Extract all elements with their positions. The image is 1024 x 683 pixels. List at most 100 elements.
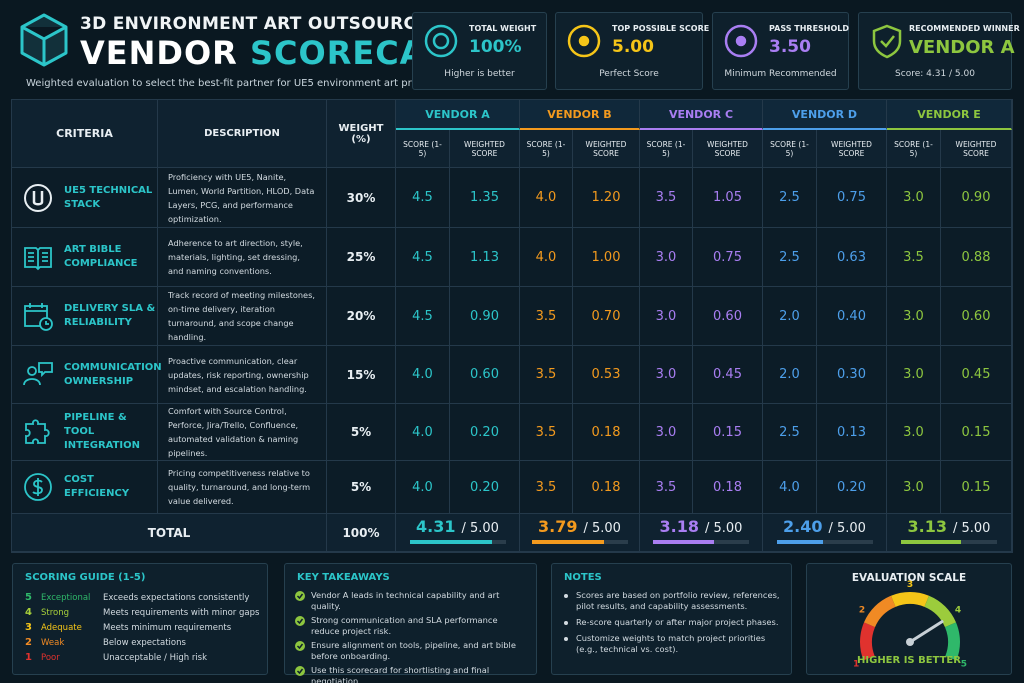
score-cell: 3.5 bbox=[640, 168, 693, 228]
weighted-score-text: 0.15 bbox=[713, 424, 742, 440]
weighted-score-text: 0.70 bbox=[591, 308, 621, 324]
weight-cell: 5% bbox=[327, 404, 396, 461]
weighted-score-text: 0.45 bbox=[713, 367, 742, 382]
weighted-score-text: 0.88 bbox=[961, 249, 991, 265]
scale-caption: HIGHER IS BETTER bbox=[857, 655, 961, 666]
weighted-score-text: 0.15 bbox=[961, 479, 991, 495]
check bbox=[295, 641, 305, 651]
criteria-icon bbox=[24, 473, 52, 501]
kpi-card: RECOMMENDED WINNER VENDOR A Score: 4.31 / … bbox=[858, 12, 1020, 90]
gauge-segment bbox=[860, 622, 876, 661]
guide-score: 3 bbox=[25, 622, 32, 633]
bullet-dot bbox=[564, 637, 568, 641]
subheader-cell: SCORE (1-5) bbox=[763, 130, 817, 168]
list-item: Strong communication and SLA performance… bbox=[295, 615, 528, 637]
score-text: 4.5 bbox=[412, 190, 433, 205]
weighted-score-text: 0.18 bbox=[591, 424, 621, 440]
subheader-text: WEIGHTED SCORE bbox=[464, 139, 505, 158]
progress-track bbox=[653, 540, 749, 544]
list-item: Use this scorecard for shortlisting and … bbox=[295, 665, 528, 683]
vendor-header: VENDOR A bbox=[396, 100, 520, 130]
weight-cell: 25% bbox=[327, 228, 396, 287]
kpi-note: Score: 4.31 / 5.00 bbox=[895, 69, 975, 79]
guide-desc: Below expectations bbox=[103, 638, 186, 648]
icon bbox=[24, 247, 52, 271]
kpi-note: Perfect Score bbox=[599, 69, 659, 79]
progress-track bbox=[901, 540, 997, 544]
kpi-card: TOP POSSIBLE SCORE 5.00 Perfect Score bbox=[555, 12, 709, 90]
criteria-label: COST EFFICIENCY bbox=[64, 474, 130, 499]
check bbox=[296, 618, 304, 625]
cube-outline bbox=[20, 13, 68, 67]
criteria-cell: COST EFFICIENCY bbox=[12, 461, 158, 514]
list-text: Customize weights to match project prior… bbox=[576, 633, 766, 654]
subheader-cell: WEIGHTED SCORE bbox=[817, 130, 887, 168]
weight-text: 15% bbox=[346, 367, 376, 382]
check-icon bbox=[295, 641, 305, 651]
subheader-text: SCORE (1-5) bbox=[646, 139, 686, 158]
guide-level: Strong bbox=[41, 608, 70, 618]
list-item: Re-score quarterly or after major projec… bbox=[562, 617, 783, 628]
score-text: 3.5 bbox=[535, 479, 557, 495]
score-cell: 3.0 bbox=[887, 287, 941, 346]
check-icon bbox=[295, 616, 305, 626]
weight-text: 20% bbox=[346, 309, 376, 323]
icon bbox=[25, 303, 49, 325]
check bbox=[296, 643, 304, 650]
criteria-cell: COMMUNICATION OWNERSHIP bbox=[12, 346, 162, 404]
panel-title: NOTES bbox=[564, 572, 602, 583]
progress-track bbox=[776, 540, 873, 544]
list-text: Vendor A leads in technical capability a… bbox=[311, 590, 500, 611]
icon-ring bbox=[424, 24, 458, 58]
score-cell: 4.5 bbox=[396, 168, 450, 228]
subheader-text: WEIGHTED SCORE bbox=[707, 139, 748, 158]
weighted-cell: 0.90 bbox=[450, 287, 520, 346]
score-text: 4.0 bbox=[535, 190, 557, 205]
list-text: Use this scorecard for shortlisting and … bbox=[311, 665, 490, 683]
vendor-header: VENDOR D bbox=[763, 100, 887, 130]
weighted-cell: 0.18 bbox=[573, 404, 640, 461]
description-cell: Track record of meeting milestones, on-t… bbox=[158, 287, 327, 346]
score-text: 3.0 bbox=[903, 367, 924, 382]
score-text: 3.0 bbox=[655, 308, 677, 324]
gauge-segment bbox=[891, 592, 929, 607]
total-max: / 5.00 bbox=[953, 521, 991, 536]
weighted-score-text: 0.75 bbox=[837, 190, 866, 205]
weighted-score-text: 0.45 bbox=[961, 367, 991, 382]
kicker: 3D ENVIRONMENT ART OUTSOURCING bbox=[80, 14, 452, 34]
criteria-icon bbox=[24, 247, 52, 271]
weight-cell: 20% bbox=[327, 287, 396, 346]
weighted-score-text: 0.30 bbox=[837, 367, 866, 382]
vendor-header: VENDOR B bbox=[520, 100, 640, 130]
total-weight: 100% bbox=[342, 525, 380, 540]
weight-cell: 30% bbox=[327, 168, 396, 228]
score-cell: 3.5 bbox=[520, 404, 573, 461]
progress-track bbox=[531, 540, 628, 544]
weighted-score-text: 0.15 bbox=[961, 424, 991, 440]
total-max: / 5.00 bbox=[828, 521, 866, 536]
kpi-icon bbox=[872, 24, 902, 59]
subheader-cell: WEIGHTED SCORE bbox=[941, 130, 1012, 168]
vendor-name: VENDOR B bbox=[547, 107, 612, 121]
total-line: 2.40 / 5.00 bbox=[783, 517, 866, 536]
score-text: 2.0 bbox=[779, 308, 800, 324]
subheader-text: SCORE (1-5) bbox=[770, 139, 809, 158]
total-line: 3.79 / 5.00 bbox=[538, 517, 621, 536]
score-cell: 3.0 bbox=[640, 287, 693, 346]
criteria-label: DELIVERY SLA & RELIABILITY bbox=[64, 303, 156, 328]
criteria-icon bbox=[25, 419, 50, 444]
weighted-cell: 0.15 bbox=[693, 404, 763, 461]
scale-tick: 5 bbox=[961, 659, 967, 669]
guide-level: Exceptional bbox=[41, 593, 91, 603]
score-text: 4.0 bbox=[535, 249, 557, 265]
vendor-name: VENDOR C bbox=[668, 107, 734, 121]
icon-ring bbox=[724, 24, 758, 58]
kpi-label: PASS THRESHOLD bbox=[769, 24, 850, 33]
score-text: 2.5 bbox=[779, 190, 800, 205]
weighted-score-text: 0.20 bbox=[470, 424, 499, 440]
subheader-text: WEIGHTED SCORE bbox=[955, 139, 997, 158]
weighted-score-text: 0.60 bbox=[961, 308, 991, 324]
score-cell: 3.0 bbox=[887, 346, 941, 404]
weighted-cell: 0.18 bbox=[693, 461, 763, 514]
weighted-score-text: 0.90 bbox=[470, 308, 499, 324]
